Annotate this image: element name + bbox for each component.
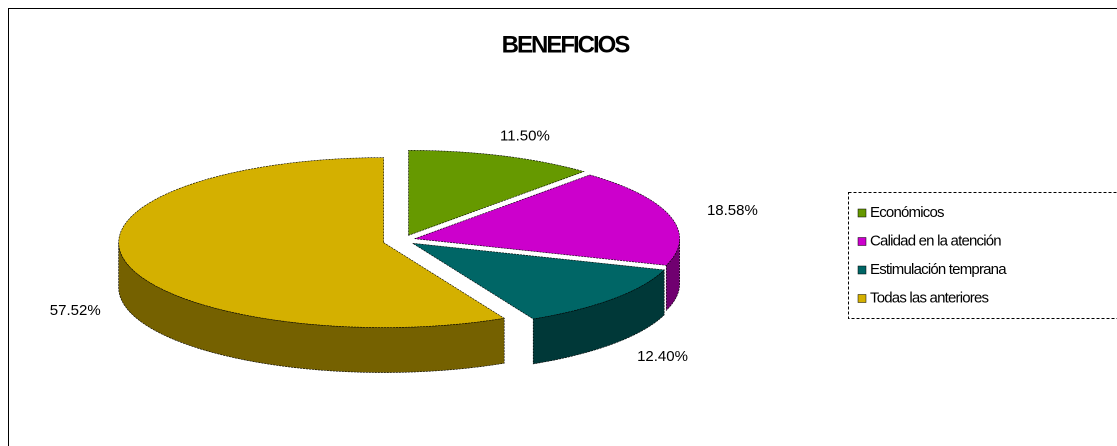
slice bbox=[408, 150, 585, 236]
data-label: 12.40% bbox=[637, 348, 688, 365]
slice-top bbox=[414, 174, 680, 266]
legend-box bbox=[848, 192, 1117, 319]
slice-top bbox=[118, 157, 506, 328]
chart-title: BENEFICIOS bbox=[502, 31, 631, 58]
data-label: 18.58% bbox=[707, 202, 758, 219]
slice bbox=[412, 242, 665, 365]
slice bbox=[414, 174, 680, 312]
slice bbox=[118, 157, 506, 373]
legend-label: Todas las anteriores bbox=[870, 289, 989, 306]
slice-top bbox=[412, 242, 665, 320]
legend-label: Estimulación temprana bbox=[870, 261, 1007, 278]
legend-swatch bbox=[857, 237, 867, 246]
data-label: 11.50% bbox=[500, 128, 550, 145]
legend-swatch bbox=[857, 208, 867, 218]
slice-top bbox=[408, 150, 585, 236]
data-label: 57.52% bbox=[50, 302, 101, 319]
legend-swatch bbox=[857, 265, 867, 275]
legend-label: Económicos bbox=[870, 204, 944, 221]
legend-swatch bbox=[857, 294, 867, 303]
legend-label: Calidad en la atención bbox=[870, 232, 1001, 249]
